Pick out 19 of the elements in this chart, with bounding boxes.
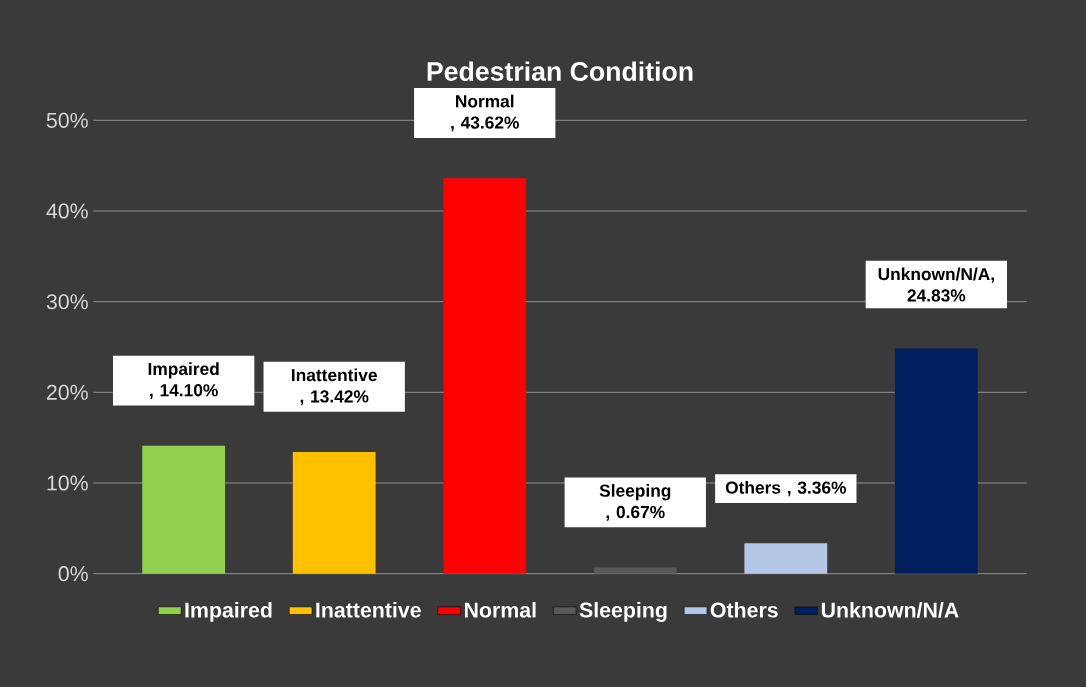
legend-label: Normal [464,601,536,618]
legend-label: Sleeping [579,601,667,622]
chart-title: Pedestrian Condition [427,61,693,81]
y-tick-label: 30% [46,294,88,310]
y-tick-label: 20% [46,384,88,400]
y-tick-label: 10% [47,475,88,491]
data-label: Unknown/N/A, 24.83% [878,267,994,302]
data-label: Sleeping , 0.67% [599,484,671,521]
legend-label: Unknown/N/A [821,601,959,618]
legend-label: Inattentive [316,601,421,618]
y-tick-label: 0% [58,566,88,582]
data-label: Normal , 43.62% [451,94,519,132]
y-tick-label: 40% [46,203,88,219]
legend-label: Others [710,601,778,618]
y-tick-label: 50% [46,112,88,128]
data-label: Impaired , 14.10% [148,362,219,399]
data-label: Inattentive , 13.42% [292,368,377,406]
data-label: Others , 3.36% [725,481,847,497]
legend-label: Impaired [185,601,272,622]
